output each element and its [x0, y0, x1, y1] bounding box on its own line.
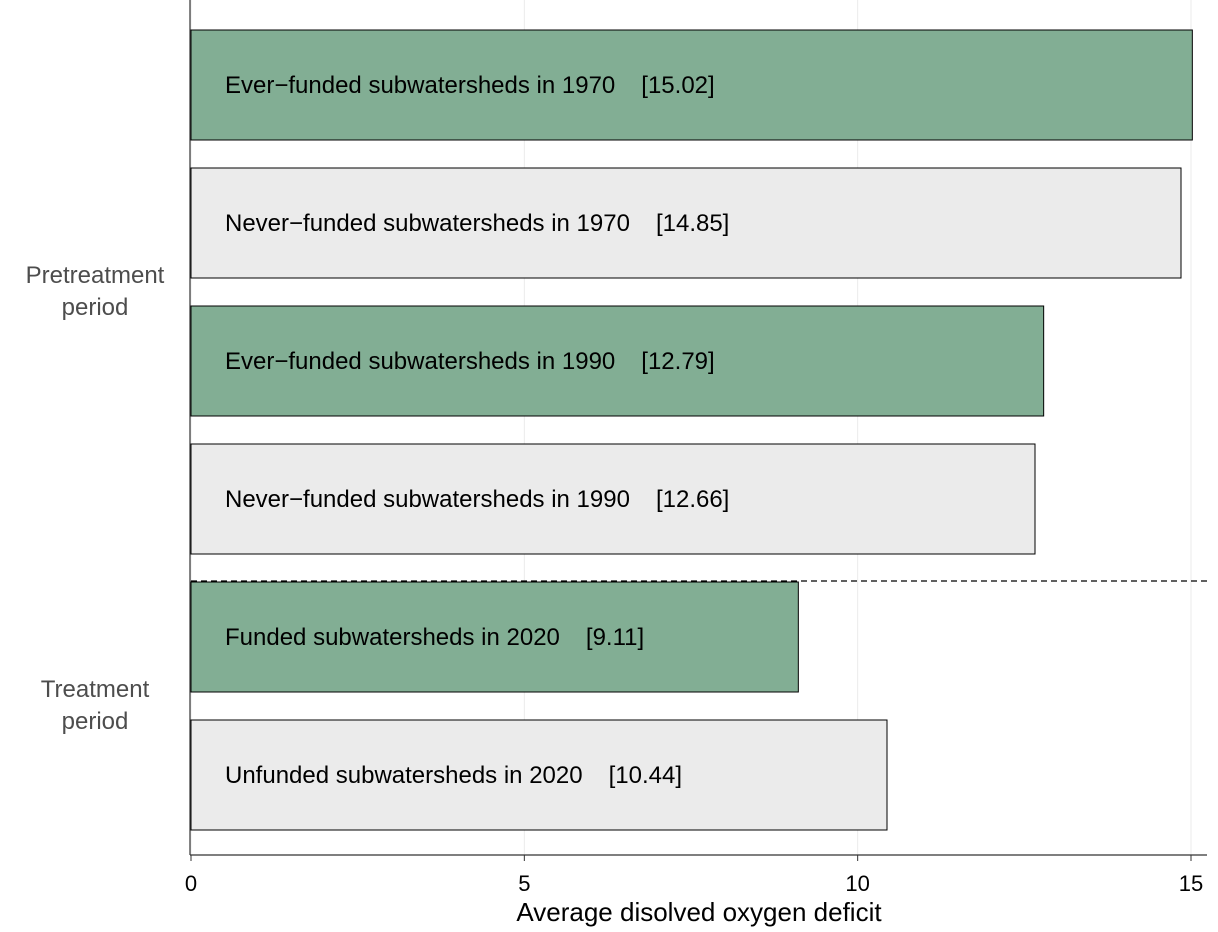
category-label: Funded subwatersheds in 2020 — [225, 624, 560, 651]
category-label: Never−funded subwatersheds in 1970 — [225, 210, 630, 237]
bar-label: Ever−funded subwatersheds in 1970 [15.02] — [225, 72, 715, 99]
value-label: [12.79] — [641, 348, 714, 375]
category-label: Unfunded subwatersheds in 2020 — [225, 762, 583, 789]
bar-label: Unfunded subwatersheds in 2020 [10.44] — [225, 762, 682, 789]
value-label: [10.44] — [609, 762, 682, 789]
value-label: [9.11] — [586, 624, 644, 651]
group-label: Pretreatment period — [25, 262, 165, 321]
value-label: [12.66] — [656, 486, 729, 513]
x-tick-label: 5 — [518, 871, 530, 896]
bar-label: Never−funded subwatersheds in 1990 [12.66… — [225, 486, 729, 513]
category-label: Never−funded subwatersheds in 1990 — [225, 486, 630, 513]
group-label: Treatment period — [40, 676, 150, 735]
value-label: [15.02] — [641, 72, 714, 99]
x-axis-title: Average disolved oxygen deficit — [516, 897, 882, 927]
x-tick-label: 10 — [845, 871, 869, 896]
bar — [190, 29, 1193, 141]
bar — [190, 581, 799, 693]
bar-label: Funded subwatersheds in 2020 [9.11] — [225, 624, 644, 651]
bar-label: Ever−funded subwatersheds in 1990 [12.79] — [225, 348, 715, 375]
bar — [190, 719, 888, 831]
value-label: [14.85] — [656, 210, 729, 237]
x-tick-label: 0 — [185, 871, 197, 896]
bar — [190, 167, 1182, 279]
category-label: Ever−funded subwatersheds in 1990 — [225, 348, 615, 375]
category-label: Ever−funded subwatersheds in 1970 — [225, 72, 615, 99]
bar-label: Never−funded subwatersheds in 1970 [14.85… — [225, 210, 729, 237]
bar — [190, 305, 1045, 417]
x-tick-label: 15 — [1179, 871, 1203, 896]
bar — [190, 443, 1036, 555]
